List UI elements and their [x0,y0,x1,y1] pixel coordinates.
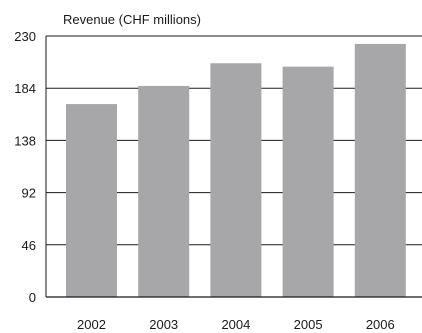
x-tick-label: 2003 [149,317,178,332]
y-tick-label: 230 [14,29,36,44]
y-tick-label: 92 [22,186,36,201]
bars [66,43,406,297]
bar-2004 [210,63,262,297]
y-tick-label: 184 [14,81,36,96]
x-tick-label: 2002 [77,317,106,332]
x-tick-label: 2004 [221,317,250,332]
y-tick-label: 0 [29,290,36,305]
bar-2006 [354,43,406,297]
bar-2002 [66,104,117,297]
y-axis-ticks: 0 46 92 138 184 230 [14,29,36,305]
x-tick-label: 2006 [366,317,395,332]
y-tick-label: 138 [14,133,36,148]
bar-2005 [282,66,334,297]
y-tick-label: 46 [22,238,36,253]
bar-2003 [138,85,190,297]
x-tick-label: 2005 [294,317,323,332]
x-axis-labels: 2002 2003 2004 2005 2006 [77,317,395,332]
chart-title: Revenue (CHF millions) [63,12,201,27]
